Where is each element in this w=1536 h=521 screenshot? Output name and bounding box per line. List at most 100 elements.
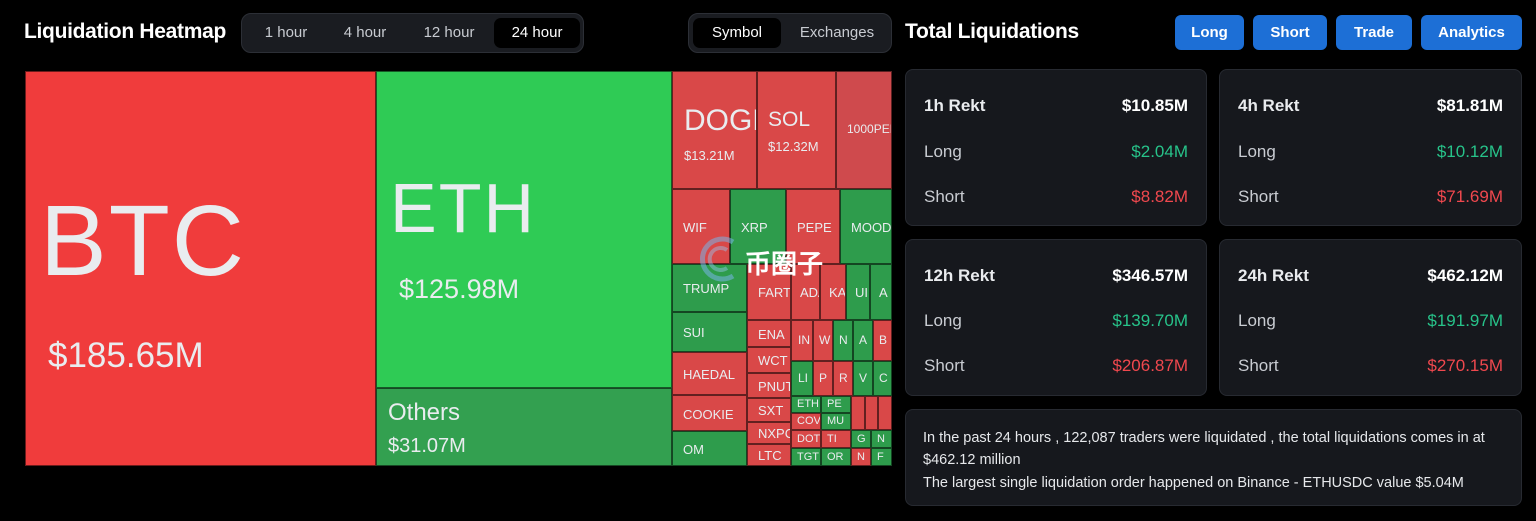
- analytics-button[interactable]: Analytics: [1421, 15, 1522, 50]
- tile-symbol: ETH: [390, 169, 536, 247]
- tile-sui[interactable]: SUI: [672, 312, 747, 352]
- tile-symbol: IN: [798, 333, 810, 347]
- tile-w[interactable]: W: [813, 320, 833, 361]
- card-12h-rekt: 12h Rekt $346.57M Long $139.70M Short $2…: [905, 239, 1207, 396]
- tile-nxpc[interactable]: NXPC: [747, 422, 791, 444]
- tab-1-hour[interactable]: 1 hour: [264, 24, 308, 41]
- tile-symbol: LTC: [758, 448, 782, 463]
- tile-ena[interactable]: ENA: [747, 320, 791, 347]
- tile-dot[interactable]: DOT: [791, 430, 821, 448]
- trade-button[interactable]: Trade: [1336, 15, 1412, 50]
- tile-moodeng[interactable]: MOODENG: [840, 189, 892, 264]
- tile-symbol: TRUMP: [683, 281, 730, 296]
- card-total: $10.85M: [1121, 96, 1188, 115]
- long-label: Long: [924, 311, 962, 330]
- watermark-icon: [700, 236, 735, 282]
- tile-tgt[interactable]: TGT: [791, 448, 821, 466]
- tile-symbol: DOT: [797, 433, 821, 445]
- tile-symbol: MOODENG: [851, 220, 892, 235]
- tile-in[interactable]: IN: [791, 320, 813, 361]
- tile-tiny-2[interactable]: [865, 396, 878, 430]
- tile-symbol: TGT: [797, 451, 819, 463]
- short-row: Short $71.69M: [1238, 187, 1503, 209]
- tile-ada[interactable]: ADA: [791, 264, 820, 320]
- tile-pe[interactable]: PE: [821, 396, 851, 413]
- tile-symbol: B: [879, 333, 888, 347]
- tile-value: $12.32M: [768, 139, 819, 154]
- tile-others[interactable]: Others $31.07M: [376, 388, 672, 466]
- tile-btc[interactable]: BTC $185.65M: [25, 71, 376, 466]
- tile-value: $125.98M: [399, 274, 520, 304]
- tab-symbol[interactable]: Symbol: [693, 18, 781, 48]
- tile-ui[interactable]: UI: [846, 264, 870, 320]
- tile-r[interactable]: R: [833, 361, 853, 396]
- tile-b[interactable]: B: [873, 320, 892, 361]
- largest-order-text: The largest single liquidation order hap…: [923, 475, 1464, 491]
- tile-trump[interactable]: TRUMP: [672, 264, 747, 312]
- tile-li[interactable]: LI: [791, 361, 813, 396]
- tile-a-2[interactable]: A: [853, 320, 873, 361]
- tile-sol[interactable]: SOL $12.32M: [757, 71, 836, 189]
- short-label: Short: [924, 187, 965, 206]
- tile-cov[interactable]: COV: [791, 413, 821, 430]
- tab-4-hour[interactable]: 4 hour: [343, 24, 387, 41]
- card-total: $462.12M: [1427, 266, 1503, 285]
- long-value: $2.04M: [1131, 142, 1188, 161]
- tile-cookie[interactable]: COOKIE: [672, 395, 747, 431]
- tile-wct[interactable]: WCT: [747, 347, 791, 373]
- short-button[interactable]: Short: [1253, 15, 1327, 50]
- tile-or[interactable]: OR: [821, 448, 851, 466]
- tile-wif[interactable]: WIF: [672, 189, 730, 264]
- tile-symbol: A: [859, 333, 868, 347]
- tile-g[interactable]: G: [851, 430, 871, 448]
- tile-sxt[interactable]: SXT: [747, 398, 791, 422]
- tile-a[interactable]: A: [870, 264, 892, 320]
- card-label: 12h Rekt: [924, 266, 995, 285]
- tile-tiny-3[interactable]: [878, 396, 892, 430]
- tile-xrp[interactable]: XRP: [730, 189, 786, 264]
- tab-24-hour[interactable]: 24 hour: [494, 18, 580, 48]
- tile-n[interactable]: N: [833, 320, 853, 361]
- tile-om[interactable]: OM: [672, 431, 747, 466]
- tile-ti[interactable]: TI: [821, 430, 851, 448]
- tile-mu[interactable]: MU: [821, 413, 851, 430]
- card-label: 1h Rekt: [924, 96, 986, 115]
- tile-symbol: MU: [827, 415, 845, 427]
- tile-doge[interactable]: DOGE $13.21M: [672, 71, 757, 189]
- tile-symbol: PNUT: [758, 379, 791, 394]
- tab-12-hour[interactable]: 12 hour: [423, 24, 475, 41]
- short-row: Short $8.82M: [924, 187, 1188, 209]
- short-label: Short: [1238, 356, 1279, 375]
- summary-text: In the past 24 hours , 122,087 traders w…: [923, 430, 1485, 468]
- short-label: Short: [1238, 187, 1279, 206]
- tile-v[interactable]: V: [853, 361, 873, 396]
- tile-pnut[interactable]: PNUT: [747, 373, 791, 398]
- tile-symbol: PE: [827, 398, 842, 410]
- tile-ltc[interactable]: LTC: [747, 444, 791, 466]
- tile-symbol: W: [819, 333, 831, 347]
- tile-symbol: BTC: [40, 185, 246, 297]
- tile-1000pepe[interactable]: 1000PEPE: [836, 71, 892, 189]
- tile-symbol: UI: [855, 285, 868, 300]
- tile-n-2[interactable]: N: [871, 430, 892, 448]
- card-header-row: 24h Rekt $462.12M: [1238, 266, 1503, 288]
- tile-symbol: N: [839, 333, 848, 347]
- tile-c[interactable]: C: [873, 361, 892, 396]
- card-24h-rekt: 24h Rekt $462.12M Long $191.97M Short $2…: [1219, 239, 1522, 396]
- tile-eth[interactable]: ETH $125.98M: [376, 71, 672, 388]
- long-row: Long $10.12M: [1238, 142, 1503, 164]
- tile-f[interactable]: F: [871, 448, 892, 466]
- tile-tiny-1[interactable]: [851, 396, 865, 430]
- tile-haedal[interactable]: HAEDAL: [672, 352, 747, 395]
- tab-exchanges[interactable]: Exchanges: [799, 24, 875, 41]
- short-row: Short $206.87M: [924, 356, 1188, 378]
- total-liquidations-title: Total Liquidations: [905, 20, 1079, 43]
- tile-pepe[interactable]: PEPE: [786, 189, 840, 264]
- tile-fart[interactable]: FART: [747, 264, 791, 320]
- long-button[interactable]: Long: [1175, 15, 1244, 50]
- tile-symbol: 1000PEPE: [847, 122, 891, 136]
- tile-ka[interactable]: KA: [820, 264, 846, 320]
- tile-n-3[interactable]: N: [851, 448, 871, 466]
- tile-p[interactable]: P: [813, 361, 833, 396]
- tile-eth-small[interactable]: ETH: [791, 396, 821, 413]
